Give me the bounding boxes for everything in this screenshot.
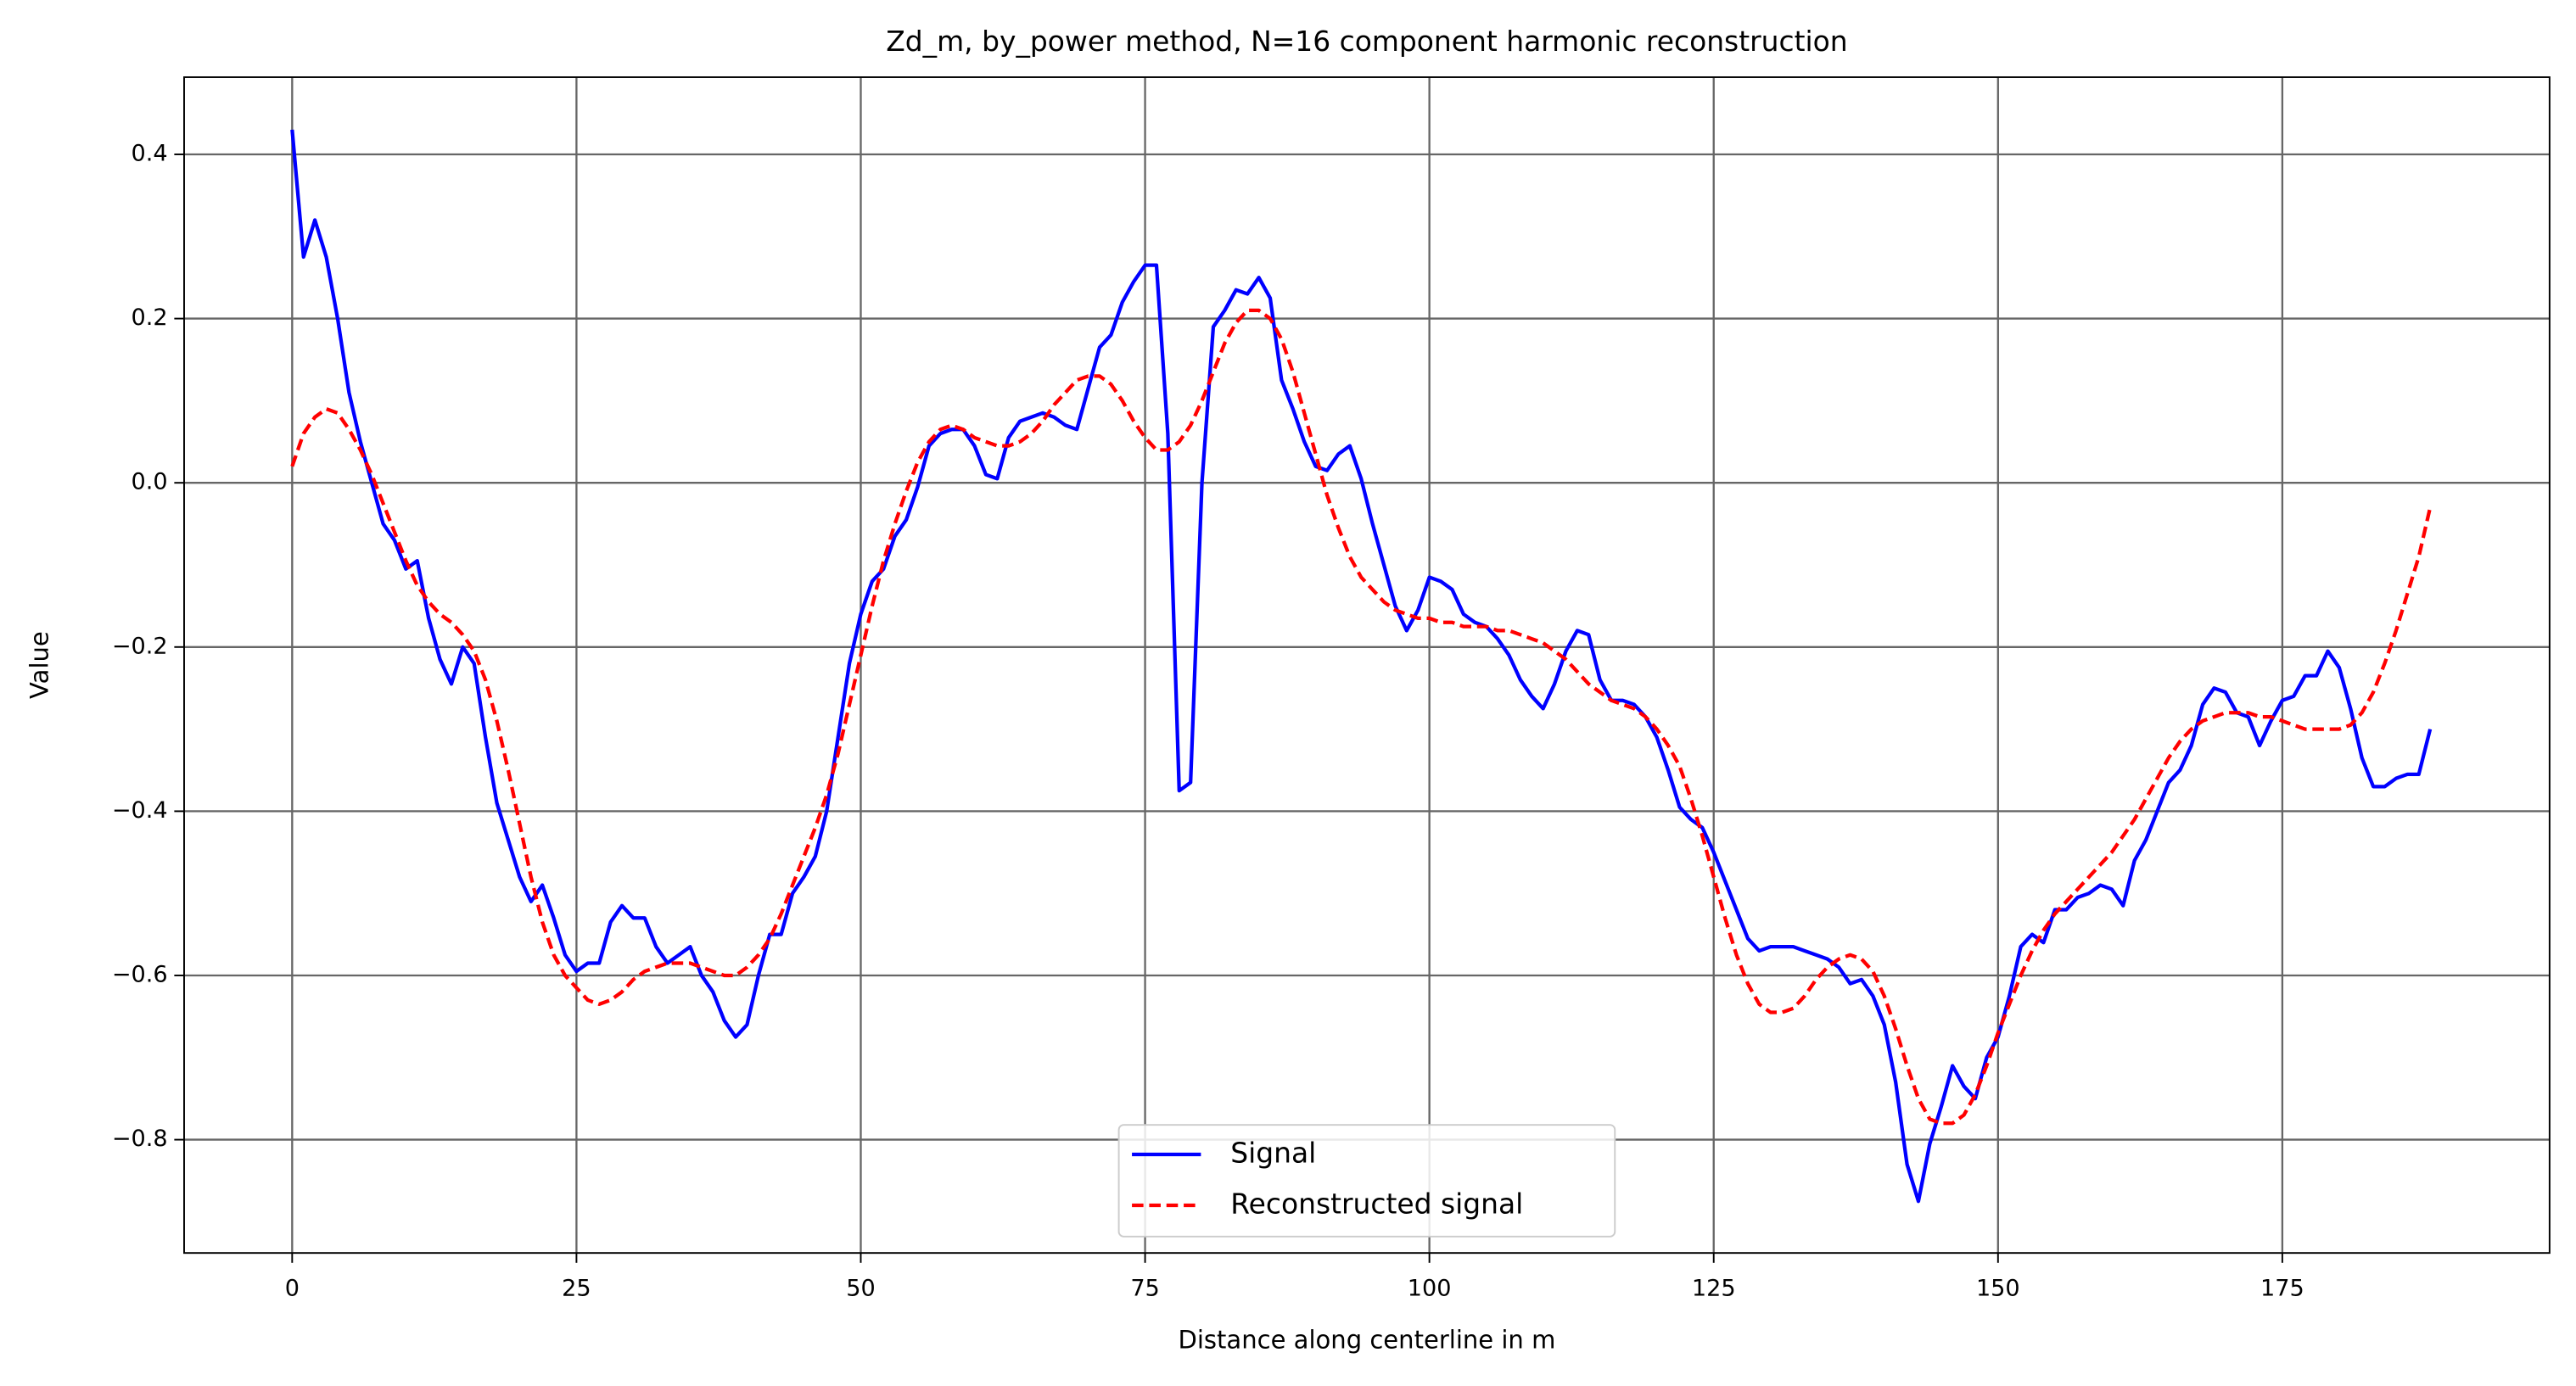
x-tick-label: 100 [1408,1275,1452,1301]
y-tick-label: −0.6 [112,961,168,987]
y-tick-label: 0.0 [132,469,168,495]
legend-box [1117,1124,1616,1238]
x-tick-label: 175 [2260,1275,2304,1301]
y-tick-label: −0.4 [112,797,168,824]
y-tick-label: −0.8 [112,1126,168,1152]
legend-label: Signal [1230,1137,1316,1170]
x-tick-label: 50 [846,1275,875,1301]
x-tick-label: 0 [285,1275,300,1301]
chart-title: Zd_m, by_power method, N=16 component ha… [886,25,1847,58]
x-tick-label: 125 [1692,1275,1736,1301]
series-line [290,129,2433,1204]
x-axis-label: Distance along centerline in m [1179,1326,1556,1355]
x-tick-label: 75 [1130,1275,1159,1301]
legend-label: Reconstructed signal [1230,1188,1523,1221]
plot-frame [183,76,2551,1255]
y-tick-label: 0.2 [132,305,168,331]
x-tick-label: 150 [1976,1275,2020,1301]
y-axis-label: Value [25,631,54,699]
x-tick-label: 25 [562,1275,591,1301]
y-tick-label: −0.2 [112,633,168,659]
y-tick-label: 0.4 [132,140,168,166]
series-line [290,308,2433,1126]
legend: Signal Reconstructed signal [1117,1124,1616,1238]
